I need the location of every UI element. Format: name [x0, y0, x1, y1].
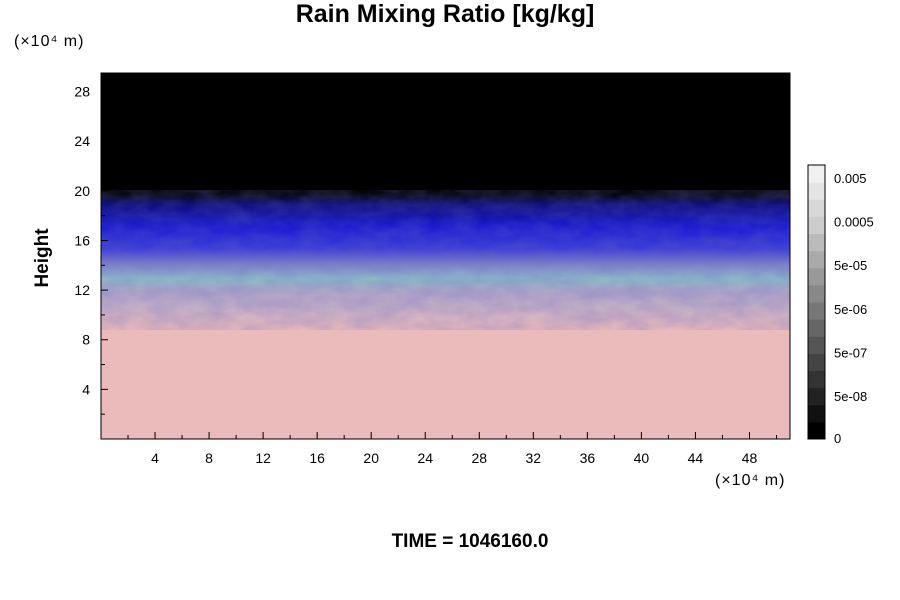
y-tick-label: 16: [74, 232, 90, 248]
y-tick-label: 8: [82, 332, 90, 348]
x-tick-label: 24: [417, 450, 433, 466]
colorbar-swatch: [808, 216, 825, 234]
colorbar: 0.005 0.0005 5e-05 5e-06 5e-07 5e-08 0: [807, 164, 874, 446]
turbulence-texture: [101, 190, 790, 330]
y-axis: 4 8 12 16 20 24 28: [74, 84, 108, 415]
y-tick-label: 12: [74, 282, 90, 298]
x-tick-label: 20: [363, 450, 379, 466]
colorbar-swatch: [808, 182, 825, 200]
x-tick-label: 28: [471, 450, 487, 466]
plot-frame: [100, 72, 791, 440]
colorbar-label: 0.0005: [834, 215, 874, 230]
colorbar-swatch: [808, 284, 825, 303]
colorbar-swatch: [808, 387, 825, 406]
y-tick-label: 20: [74, 183, 90, 199]
x-tick-label: 32: [526, 450, 542, 466]
colorbar-label: 5e-07: [834, 345, 867, 360]
chart-title: Rain Mixing Ratio [kg/kg]: [295, 0, 595, 28]
colorbar-swatch: [808, 370, 825, 389]
colorbar-swatch: [808, 199, 825, 217]
x-tick-label: 36: [580, 450, 596, 466]
colorbar-swatch: [808, 267, 825, 286]
colorbar-label: 5e-08: [834, 389, 867, 404]
heatmap-field: [101, 73, 790, 439]
y-tick-label: 28: [74, 84, 90, 100]
x-axis-unit: (×10⁴ m): [715, 472, 786, 489]
colorbar-frame: [807, 164, 826, 440]
x-tick-label: 40: [634, 450, 650, 466]
x-tick-label: 12: [255, 450, 271, 466]
colorbar-label: 0.005: [834, 171, 867, 186]
x-tick-label: 4: [151, 450, 159, 466]
x-axis: 4 8 12 16 20 24 28 32 36 40 44 48: [127, 432, 777, 466]
y-tick-label: 4: [82, 381, 90, 397]
colorbar-swatch: [808, 233, 825, 252]
colorbar-swatch: [808, 319, 825, 337]
colorbar-label: 0: [834, 431, 841, 446]
y-tick-label: 24: [74, 133, 90, 149]
time-label: TIME = 1046160.0: [391, 531, 549, 552]
colorbar-swatch: [808, 165, 825, 183]
y-axis-unit: (×10⁴ m): [14, 33, 85, 50]
colorbar-label: 5e-06: [834, 302, 867, 317]
x-tick-label: 16: [309, 450, 325, 466]
colorbar-swatch: [808, 404, 825, 423]
x-tick-label: 8: [205, 450, 213, 466]
colorbar-swatch: [808, 302, 825, 320]
colorbar-swatch: [808, 250, 825, 269]
x-tick-label: 44: [688, 450, 704, 466]
colorbar-swatch: [808, 353, 825, 371]
colorbar-swatch: [808, 421, 825, 440]
colorbar-label: 5e-05: [834, 258, 867, 273]
colorbar-swatch: [808, 336, 825, 354]
x-tick-label: 48: [742, 450, 758, 466]
